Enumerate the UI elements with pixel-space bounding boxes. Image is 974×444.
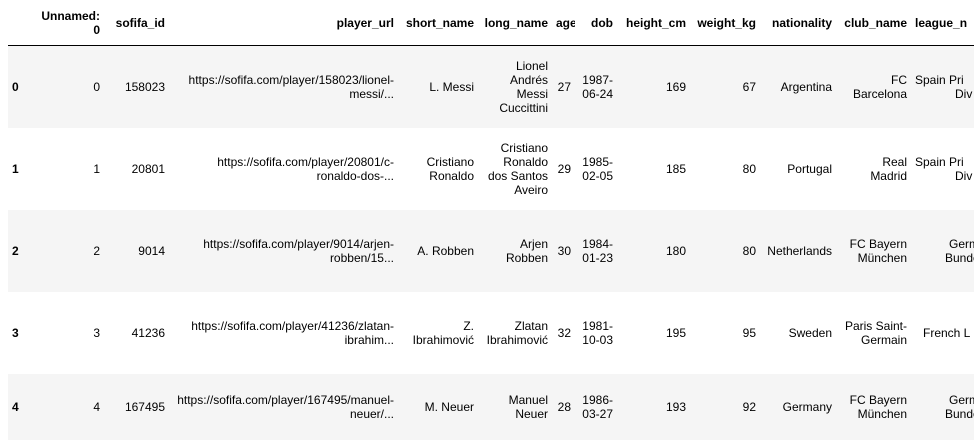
table-row: 4 4 167495 https://sofifa.com/player/167… bbox=[8, 373, 974, 440]
column-header-age: age bbox=[552, 0, 575, 46]
weight-kg-cell: 67 bbox=[742, 79, 756, 94]
nationality-cell: Sweden bbox=[788, 325, 832, 340]
club-name-cell: Real Madrid bbox=[870, 154, 907, 183]
column-header-short-name: short_name bbox=[398, 0, 478, 46]
column-header-unnamed: Unnamed: 0 bbox=[26, 0, 104, 46]
header-row: Unnamed: 0 sofifa_id player_url short_nam… bbox=[8, 0, 974, 46]
sofifa-id-cell: 158023 bbox=[124, 79, 165, 94]
unnamed-cell: 0 bbox=[93, 79, 100, 94]
sofifa-id-cell: 9014 bbox=[138, 243, 165, 258]
row-index: 1 bbox=[12, 161, 19, 176]
height-cm-cell: 185 bbox=[665, 161, 686, 176]
column-header-league-name: league_n bbox=[911, 0, 974, 46]
nationality-cell: Netherlands bbox=[767, 243, 832, 258]
unnamed-cell: 2 bbox=[93, 243, 100, 258]
unnamed-cell: 3 bbox=[93, 325, 100, 340]
unnamed-cell: 4 bbox=[93, 399, 100, 414]
long-name-cell: Arjen Robben bbox=[505, 236, 548, 265]
age-cell: 27 bbox=[557, 79, 571, 94]
age-cell: 28 bbox=[557, 399, 571, 414]
dataframe-output: Unnamed: 0 sofifa_id player_url short_nam… bbox=[8, 0, 974, 444]
age-cell: 32 bbox=[557, 325, 571, 340]
age-cell: 29 bbox=[557, 161, 571, 176]
long-name-cell: Cristiano Ronaldo dos Santos Aveiro bbox=[487, 140, 548, 197]
weight-kg-cell: 92 bbox=[742, 399, 756, 414]
column-header-nationality: nationality bbox=[760, 0, 836, 46]
age-cell: 30 bbox=[557, 243, 571, 258]
player-url-cell: https://sofifa.com/player/41236/zlatan-i… bbox=[191, 318, 394, 347]
weight-kg-cell: 95 bbox=[742, 325, 756, 340]
column-header-dob: dob bbox=[575, 0, 617, 46]
dataframe-table: Unnamed: 0 sofifa_id player_url short_nam… bbox=[8, 0, 974, 440]
height-cm-cell: 180 bbox=[665, 243, 686, 258]
league-name-cell: GermBunde bbox=[945, 236, 974, 265]
row-index: 4 bbox=[12, 399, 19, 414]
player-url-cell: https://sofifa.com/player/158023/lionel-… bbox=[188, 72, 394, 101]
club-name-cell: FC Bayern München bbox=[849, 236, 907, 265]
table-body: 0 0 158023 https://sofifa.com/player/158… bbox=[8, 45, 974, 440]
short-name-cell: Cristiano Ronaldo bbox=[426, 154, 474, 183]
long-name-cell: Lionel Andrés Messi Cuccittini bbox=[499, 58, 548, 115]
short-name-cell: A. Robben bbox=[417, 243, 474, 258]
dob-cell: 1986- 03-27 bbox=[582, 392, 613, 421]
row-index: 0 bbox=[12, 79, 19, 94]
club-name-cell: FC Barcelona bbox=[852, 72, 907, 101]
nationality-cell: Germany bbox=[782, 399, 832, 414]
table-row: 3 3 41236 https://sofifa.com/player/4123… bbox=[8, 291, 974, 374]
table-row: 2 2 9014 https://sofifa.com/player/9014/… bbox=[8, 209, 974, 292]
column-header-height-cm: height_cm bbox=[617, 0, 690, 46]
unnamed-cell: 1 bbox=[93, 161, 100, 176]
long-name-cell: Manuel Neuer bbox=[508, 392, 548, 421]
table-row: 1 1 20801 https://sofifa.com/player/2080… bbox=[8, 127, 974, 210]
row-index: 3 bbox=[12, 325, 19, 340]
club-name-cell: Paris Saint- Germain bbox=[844, 318, 907, 347]
row-index: 2 bbox=[12, 243, 19, 258]
club-name-cell: FC Bayern München bbox=[849, 392, 907, 421]
column-header-player-url: player_url bbox=[169, 0, 398, 46]
index-header bbox=[8, 0, 26, 46]
height-cm-cell: 169 bbox=[665, 79, 686, 94]
player-url-cell: https://sofifa.com/player/167495/manuel-… bbox=[177, 392, 394, 421]
league-name-cell: Spain Pri Div bbox=[915, 72, 973, 101]
sofifa-id-cell: 20801 bbox=[131, 161, 165, 176]
player-url-cell: https://sofifa.com/player/20801/c-ronald… bbox=[217, 154, 394, 183]
height-cm-cell: 193 bbox=[665, 399, 686, 414]
column-header-long-name: long_name bbox=[478, 0, 552, 46]
dob-cell: 1981- 10-03 bbox=[582, 318, 613, 347]
league-name-cell: French L bbox=[923, 325, 971, 340]
dob-cell: 1985- 02-05 bbox=[582, 154, 613, 183]
weight-kg-cell: 80 bbox=[742, 243, 756, 258]
player-url-cell: https://sofifa.com/player/9014/arjen-rob… bbox=[203, 236, 394, 265]
sofifa-id-cell: 41236 bbox=[131, 325, 165, 340]
dob-cell: 1987- 06-24 bbox=[582, 72, 613, 101]
table-header: Unnamed: 0 sofifa_id player_url short_nam… bbox=[8, 0, 974, 46]
nationality-cell: Argentina bbox=[780, 79, 832, 94]
dob-cell: 1984- 01-23 bbox=[582, 236, 613, 265]
short-name-cell: L. Messi bbox=[429, 79, 474, 94]
weight-kg-cell: 80 bbox=[742, 161, 756, 176]
long-name-cell: Zlatan Ibrahimović bbox=[486, 318, 548, 347]
table-row: 0 0 158023 https://sofifa.com/player/158… bbox=[8, 45, 974, 128]
short-name-cell: M. Neuer bbox=[424, 399, 474, 414]
nationality-cell: Portugal bbox=[787, 161, 832, 176]
column-header-sofifa-id: sofifa_id bbox=[104, 0, 169, 46]
short-name-cell: Z. Ibrahimović bbox=[412, 318, 474, 347]
league-name-cell: Spain Pri Div bbox=[915, 154, 973, 183]
column-header-weight-kg: weight_kg bbox=[690, 0, 760, 46]
column-header-club-name: club_name bbox=[836, 0, 911, 46]
league-name-cell: GermBunde bbox=[945, 392, 974, 421]
height-cm-cell: 195 bbox=[665, 325, 686, 340]
sofifa-id-cell: 167495 bbox=[124, 399, 165, 414]
